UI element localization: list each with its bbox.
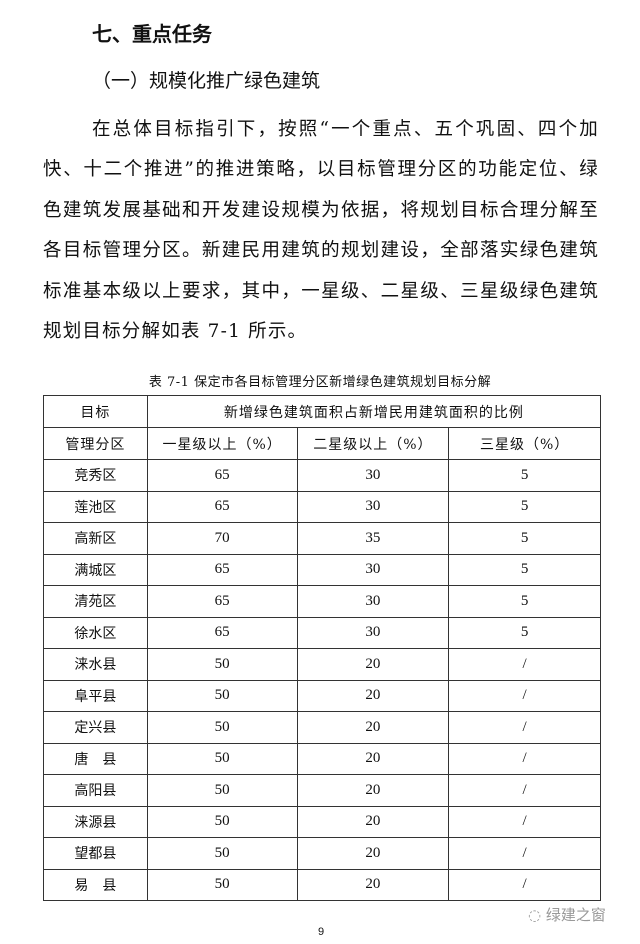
district-cell: 唐 县 — [43, 742, 148, 775]
value-cell: 50 — [146, 679, 298, 712]
table-row: 望都县 50 20/ — [43, 837, 601, 870]
value-cell: 50 — [146, 774, 298, 807]
value-cell: 30 — [296, 553, 450, 586]
value-cell: / — [448, 648, 601, 681]
value-cell: 20 — [296, 868, 450, 901]
group-header: 新增绿色建筑面积占新增民用建筑面积的比例 — [146, 395, 602, 428]
value-cell: / — [448, 868, 601, 901]
district-cell: 望都县 — [43, 837, 148, 870]
column-header: 一星级以上（%） — [146, 427, 298, 460]
district-cell: 涞水县 — [43, 648, 148, 681]
targets-table: 目标 新增绿色建筑面积占新增民用建筑面积的比例 管理分区 一星级以上（%） 二星级以上… — [43, 395, 602, 901]
value-cell: 5 — [448, 553, 601, 586]
table-row: 清苑区 65 30 5 — [43, 585, 601, 618]
value-cell: 20 — [296, 711, 450, 744]
value-cell: 5 — [448, 585, 601, 618]
value-cell: 20 — [296, 679, 450, 712]
value-cell: / — [448, 711, 601, 744]
table-row: 涞源县 50 20/ — [43, 805, 601, 838]
district-cell: 徐水区 — [43, 616, 148, 649]
value-cell: 30 — [296, 459, 450, 492]
value-cell: 35 — [296, 522, 450, 555]
value-cell: 20 — [296, 774, 450, 807]
table-row: 满城区 65 30 5 — [43, 553, 601, 586]
district-cell: 莲池区 — [43, 490, 148, 523]
value-cell: / — [448, 774, 601, 807]
district-cell: 高阳县 — [43, 774, 148, 807]
district-cell: 定兴县 — [43, 711, 148, 744]
table-row: 阜平县 50 20/ — [43, 679, 601, 712]
value-cell: / — [448, 805, 601, 838]
watermark: ◌ 绿建之窗 — [528, 906, 606, 924]
district-cell: 满城区 — [43, 553, 148, 586]
district-cell: 高新区 — [43, 522, 148, 555]
value-cell: 5 — [448, 490, 601, 523]
value-cell: 20 — [296, 648, 450, 681]
value-cell: / — [448, 679, 601, 712]
table-row: 唐 县 50 20/ — [43, 742, 601, 775]
value-cell: 65 — [146, 553, 298, 586]
table-row: 定兴县 50 20/ — [43, 711, 601, 744]
value-cell: 30 — [296, 490, 450, 523]
value-cell: 5 — [448, 616, 601, 649]
value-cell: 5 — [448, 522, 601, 555]
value-cell: 70 — [146, 522, 298, 555]
value-cell: 50 — [146, 805, 298, 838]
value-cell: 20 — [296, 742, 450, 775]
wechat-icon: ◌ — [528, 906, 546, 924]
district-cell: 涞源县 — [43, 805, 148, 838]
value-cell: / — [448, 742, 601, 775]
body-paragraph: 在总体目标指引下，按照“一个重点、五个巩固、四个加快、十二个推进”的推进策略，以… — [43, 119, 599, 343]
value-cell: 50 — [146, 711, 298, 744]
value-cell: 20 — [296, 837, 450, 870]
value-cell: / — [448, 837, 601, 870]
value-cell: 30 — [296, 585, 450, 618]
column-header: 二星级以上（%） — [296, 427, 450, 460]
row-header-line1: 目标 — [43, 395, 148, 428]
column-header: 三星级（%） — [448, 427, 601, 460]
table-row: 高新区 70 35 5 — [43, 522, 601, 555]
value-cell: 65 — [146, 459, 298, 492]
district-cell: 易 县 — [43, 868, 148, 901]
value-cell: 50 — [146, 868, 298, 901]
value-cell: 30 — [296, 616, 450, 649]
district-cell: 清苑区 — [43, 585, 148, 618]
value-cell: 5 — [448, 459, 601, 492]
district-cell: 竞秀区 — [43, 459, 148, 492]
value-cell: 50 — [146, 837, 298, 870]
section-heading: 七、重点任务 — [92, 22, 212, 46]
table-row: 莲池区 65 30 5 — [43, 490, 601, 523]
table-row: 涞水县 50 20/ — [43, 648, 601, 681]
subsection-heading: （一）规模化推广绿色建筑 — [92, 70, 321, 92]
row-header-line2: 管理分区 — [43, 427, 148, 460]
value-cell: 20 — [296, 805, 450, 838]
table-row: 易 县 50 20/ — [43, 868, 601, 901]
value-cell: 65 — [146, 490, 298, 523]
table-row: 竞秀区 65 30 5 — [43, 459, 601, 492]
table-row: 高阳县 50 20/ — [43, 774, 601, 807]
value-cell: 50 — [146, 742, 298, 775]
district-cell: 阜平县 — [43, 679, 148, 712]
page-number: 9 — [318, 926, 325, 938]
table-caption: 表 7-1 保定市各目标管理分区新增绿色建筑规划目标分解 — [148, 375, 492, 390]
value-cell: 65 — [146, 616, 298, 649]
table-row: 徐水区 65 30 5 — [43, 616, 601, 649]
value-cell: 50 — [146, 648, 298, 681]
value-cell: 65 — [146, 585, 298, 618]
